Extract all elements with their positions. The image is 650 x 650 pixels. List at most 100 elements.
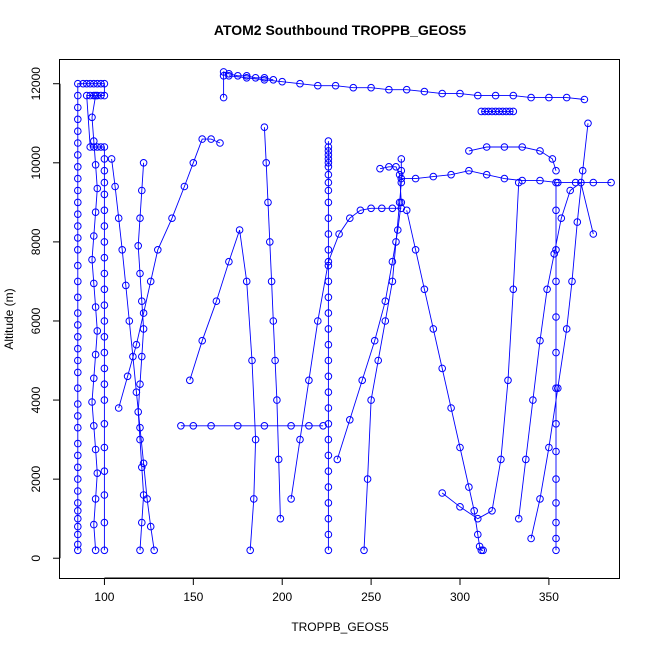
series-5 <box>134 159 148 555</box>
data-point <box>518 143 527 151</box>
data-point <box>74 234 82 242</box>
data-point <box>358 376 367 385</box>
data-point <box>74 277 82 286</box>
series-4 <box>114 135 224 412</box>
data-point <box>296 435 304 444</box>
data-point <box>260 422 269 430</box>
data-point <box>324 163 333 171</box>
data-point <box>74 127 82 135</box>
data-point <box>552 178 560 187</box>
data-point <box>88 255 96 264</box>
data-point <box>100 301 109 310</box>
data-point <box>91 161 100 169</box>
data-point <box>91 445 100 454</box>
data-point <box>100 380 109 389</box>
data-point <box>207 135 215 143</box>
data-point <box>100 396 109 404</box>
series-22 <box>514 178 598 523</box>
data-point <box>91 546 100 555</box>
y-tick-label: 8000 <box>29 228 43 255</box>
x-tick-label: 350 <box>539 590 559 604</box>
data-point <box>324 451 333 460</box>
data-point <box>420 87 429 96</box>
data-point <box>500 143 509 151</box>
data-point <box>74 210 82 218</box>
data-point <box>552 518 560 527</box>
series-11 <box>287 204 406 503</box>
data-point <box>420 285 429 294</box>
data-point <box>91 91 100 100</box>
series-line <box>290 207 402 499</box>
data-point <box>276 514 285 523</box>
data-point <box>136 214 144 222</box>
data-point <box>514 514 523 523</box>
data-point <box>335 230 343 238</box>
data-point <box>248 356 256 365</box>
data-point <box>138 186 146 195</box>
data-point <box>363 475 372 483</box>
series-2 <box>88 91 102 555</box>
y-axis-label: Altitude (m) <box>2 288 16 349</box>
data-point <box>74 321 82 329</box>
data-point <box>82 79 91 88</box>
data-point <box>506 107 514 116</box>
data-point <box>74 384 82 393</box>
data-point <box>536 147 544 155</box>
data-point <box>74 79 82 88</box>
data-point <box>74 115 82 124</box>
x-tick-label: 250 <box>361 590 381 604</box>
data-point <box>74 475 82 483</box>
data-point <box>465 166 473 175</box>
data-point <box>267 277 276 286</box>
data-point <box>198 135 206 143</box>
data-point <box>324 257 333 266</box>
data-point <box>100 269 109 278</box>
y-tick-label: 12000 <box>29 67 43 101</box>
series-21 <box>527 119 592 543</box>
data-point <box>100 443 109 452</box>
data-point <box>100 518 109 527</box>
data-point <box>129 352 137 361</box>
data-point <box>136 269 144 278</box>
series-20 <box>552 178 560 555</box>
data-point <box>482 143 491 151</box>
data-point <box>474 530 482 539</box>
data-point <box>100 317 109 325</box>
series-line <box>530 123 589 539</box>
data-point <box>86 79 94 88</box>
data-point <box>90 79 98 88</box>
data-point <box>552 499 560 507</box>
data-point <box>74 412 82 420</box>
data-point <box>100 222 109 230</box>
series-7 <box>186 226 260 555</box>
series-line <box>406 210 484 551</box>
data-point <box>554 384 562 393</box>
data-point <box>397 174 406 183</box>
data-point <box>216 139 224 147</box>
data-point <box>260 74 269 82</box>
data-point <box>91 495 100 503</box>
x-tick-label: 300 <box>450 590 470 604</box>
y-axis: 0 2000 4000 6000 8000 10000 12000 <box>29 67 61 562</box>
data-point <box>90 520 98 529</box>
data-point <box>100 143 109 151</box>
data-point <box>74 439 82 448</box>
data-point <box>552 546 560 555</box>
data-point <box>545 443 553 452</box>
data-point <box>395 198 404 207</box>
data-point <box>90 374 98 383</box>
data-point <box>74 356 82 365</box>
data-point <box>402 85 411 94</box>
data-point <box>402 206 411 215</box>
data-point <box>376 164 384 173</box>
data-point <box>260 123 269 131</box>
data-point <box>552 475 560 483</box>
data-point <box>107 155 116 163</box>
data-point <box>388 204 397 213</box>
data-point <box>90 137 98 145</box>
data-point <box>146 522 155 531</box>
data-point <box>138 518 146 527</box>
data-point <box>100 364 109 373</box>
data-point <box>74 139 82 147</box>
data-point <box>114 404 123 412</box>
